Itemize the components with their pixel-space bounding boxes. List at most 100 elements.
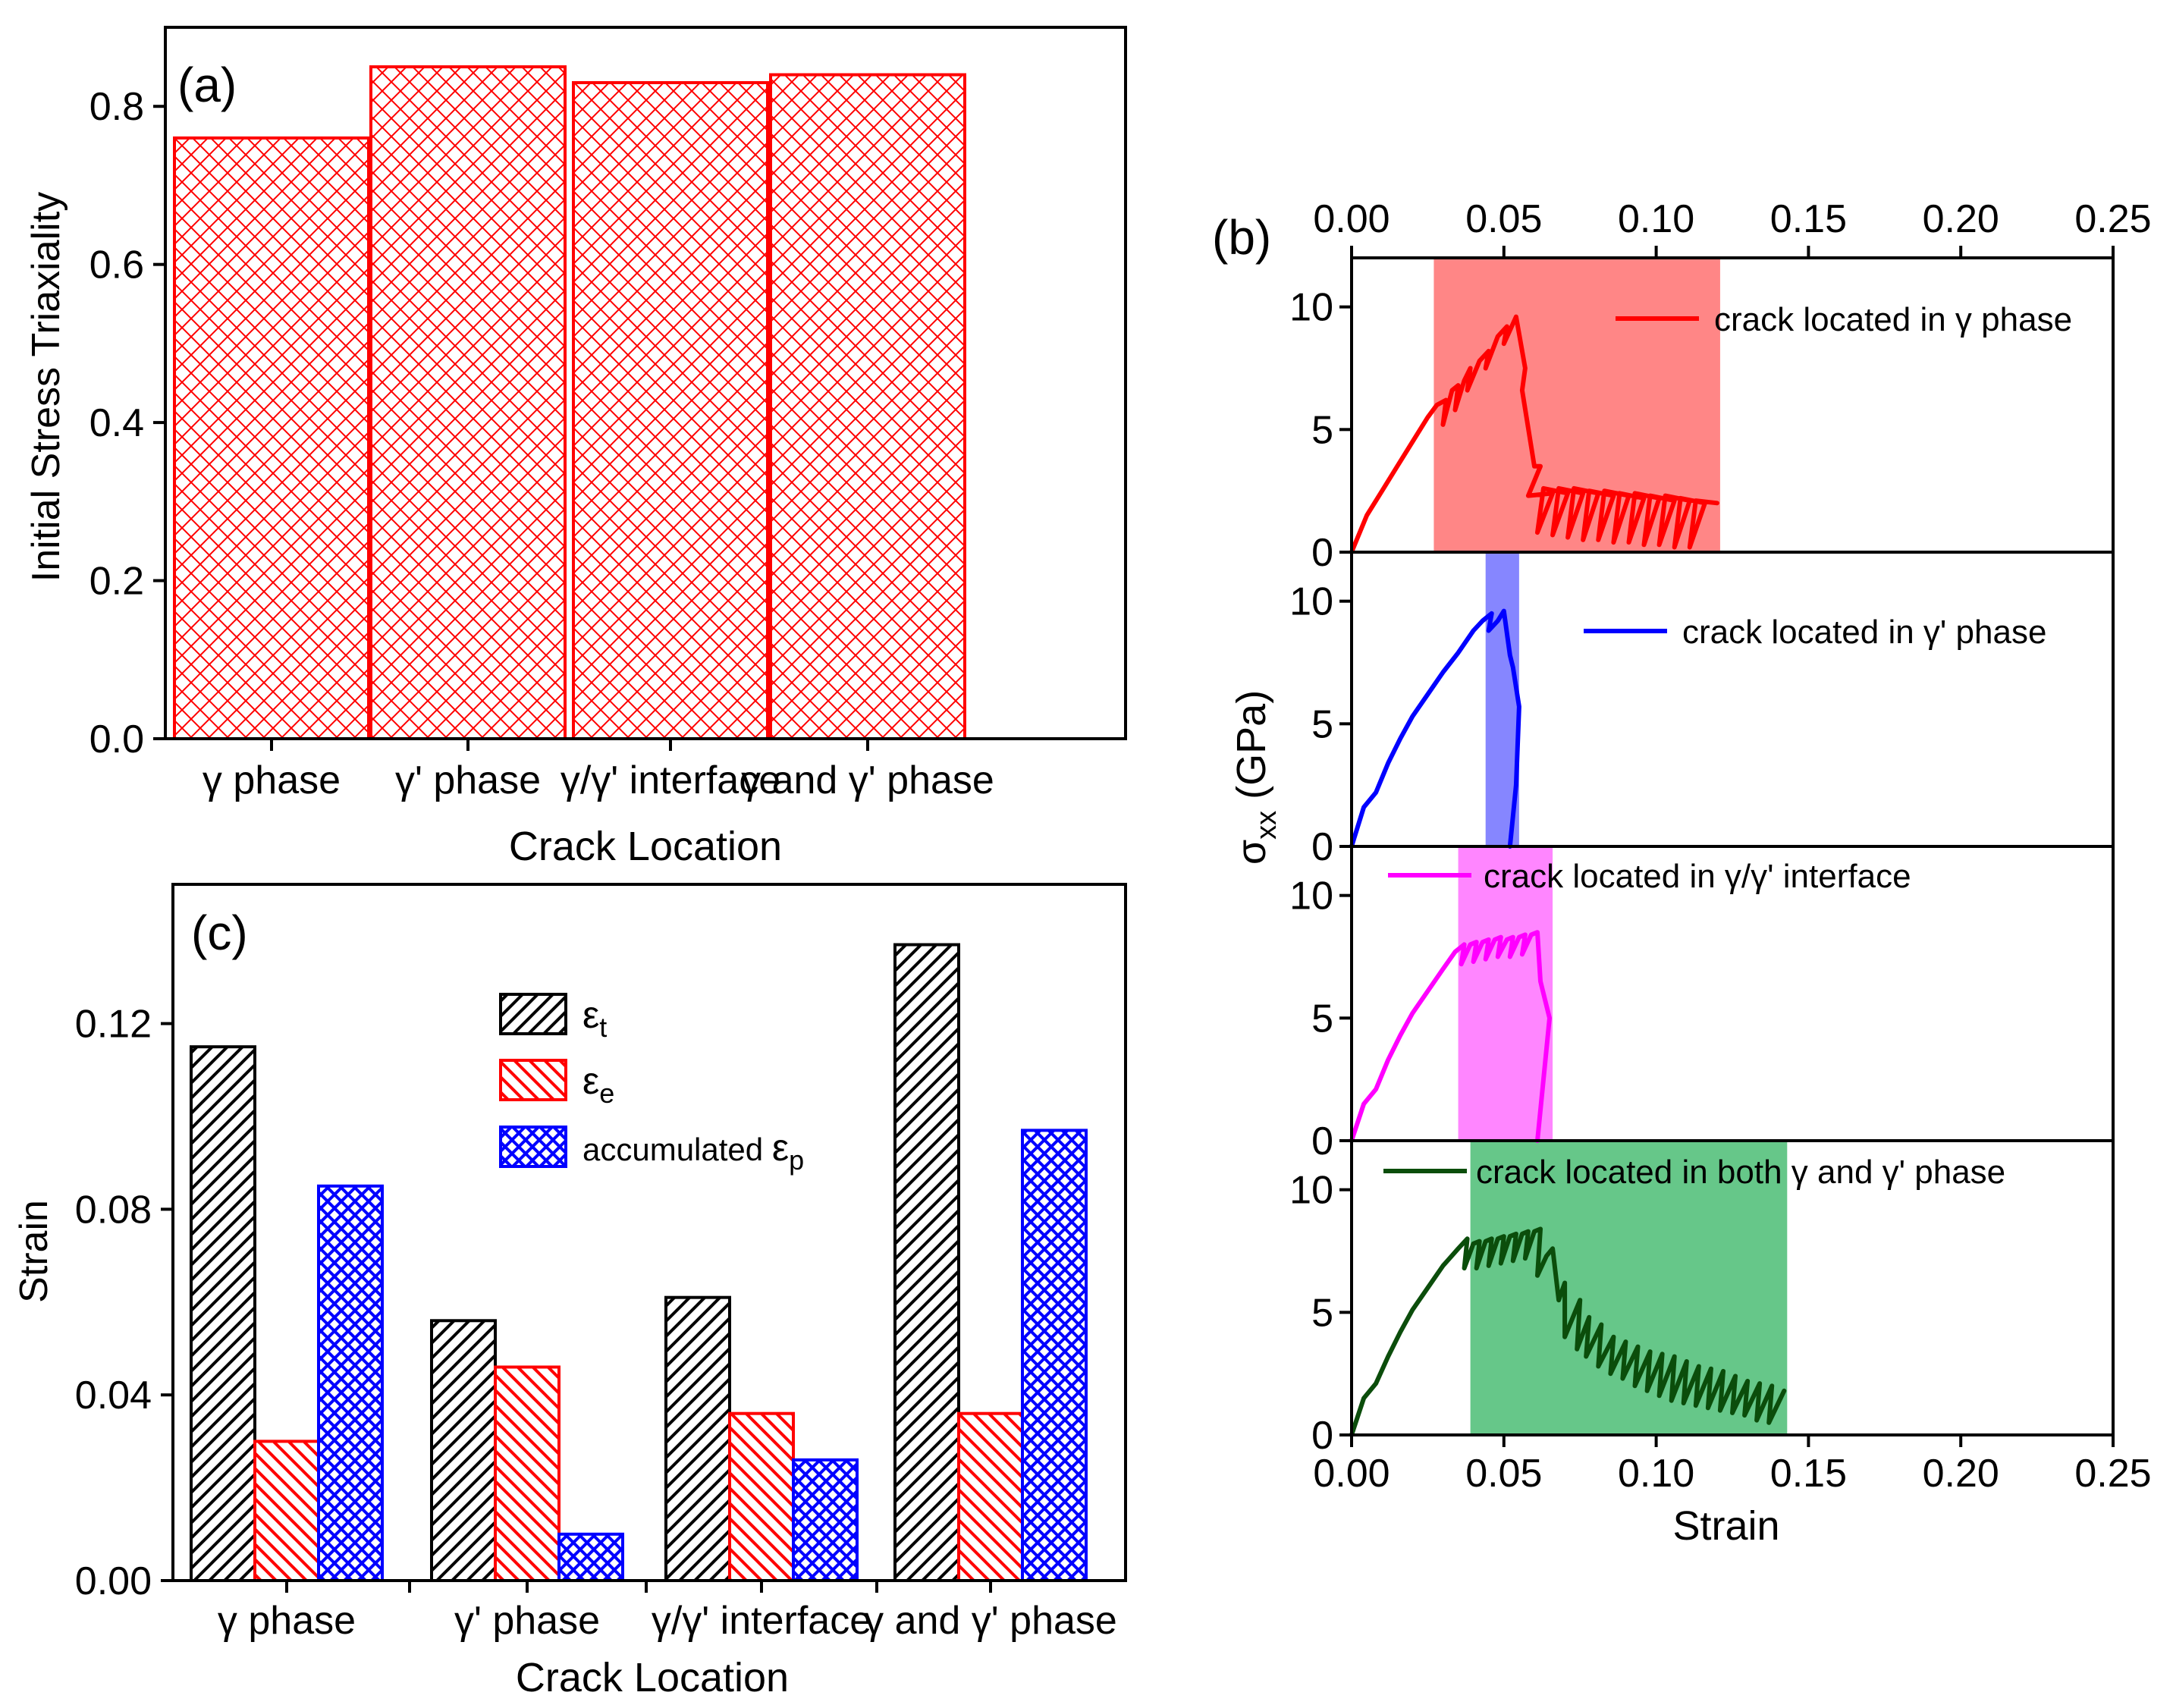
legend-et-sub: t	[599, 1012, 607, 1043]
b-ytick-label: 10	[1289, 874, 1333, 918]
legend-ee-base: ε	[583, 1060, 599, 1102]
bar-c-et-phase	[430, 1319, 497, 1583]
legend-swatch-ep	[499, 1126, 567, 1168]
legend-label-et: εt	[583, 994, 607, 1043]
b-ytick-label: 10	[1289, 580, 1333, 624]
panel-a-y-axis-title: Initial Stress Triaxiality	[24, 192, 68, 582]
legend-label-crack-located-in-phase: crack located in γ' phase	[1682, 614, 2046, 651]
panel-c: 0.00 0.04 0.08 0.12 γ phase γ' phase γ/γ' int…	[12, 883, 1127, 1700]
bar-c-ee-interface	[728, 1411, 795, 1583]
bar-a-phase	[173, 136, 370, 740]
bar-c-ep-phase	[557, 1532, 624, 1583]
legend-label-ee: εe	[583, 1060, 614, 1109]
b-ytick-label: 5	[1311, 997, 1333, 1041]
legend-ep-prefix: accumulated	[583, 1132, 772, 1167]
b-xtick-top-label: 0.15	[1770, 197, 1847, 241]
panel-a-frame	[164, 26, 1127, 740]
a-xtick-label: γ' phase	[395, 758, 541, 802]
b-subplot-frame-4	[1350, 1139, 2115, 1436]
b-xtick-bottom-label: 0.20	[1923, 1452, 1999, 1496]
bar-c-ep-interface	[792, 1458, 859, 1582]
bar-c-ee-phase	[494, 1365, 561, 1582]
panel-a-y-ticks: 0.0 0.2 0.4 0.6 0.8	[89, 85, 165, 761]
legend-label-crack-located-in-phase: crack located in γ phase	[1714, 301, 2072, 338]
legend-swatch-ee	[499, 1059, 567, 1101]
legend-ep-sub: p	[789, 1144, 804, 1176]
panel-c-y-ticks: 0.00 0.04 0.08 0.12	[75, 1003, 173, 1603]
b-ytick-label: 0	[1311, 1414, 1333, 1458]
panel-c-legend: εt εe accumulated εp	[499, 993, 804, 1176]
panel-b-highlight-bands	[1433, 258, 1788, 1435]
panel-b-curves	[1349, 314, 1787, 1437]
a-xtick-label: γ phase	[203, 758, 341, 802]
panel-a-bars	[173, 65, 966, 741]
b-xtick-bottom-label: 0.00	[1313, 1452, 1390, 1496]
legend-label-ep: accumulated εp	[583, 1126, 804, 1176]
c-ytick-label: 0.04	[75, 1374, 152, 1418]
c-ytick-label: 0.08	[75, 1188, 152, 1232]
b-xtick-top-label: 0.20	[1923, 197, 1999, 241]
legend-et-base: ε	[583, 994, 599, 1036]
bar-c-ee-and-phase	[957, 1411, 1024, 1583]
a-ytick-label: 0.4	[89, 401, 144, 445]
b-ytick-label: 0	[1311, 531, 1333, 575]
bar-c-et-interface	[664, 1295, 731, 1583]
b-xtick-top-label: 0.00	[1313, 197, 1390, 241]
bar-c-et-and-phase	[893, 943, 960, 1583]
curve-crack-located-in-phase	[1349, 314, 1719, 554]
panel-c-bars	[190, 943, 1088, 1583]
c-xtick-label: γ phase	[218, 1599, 356, 1643]
bar-a-phase	[369, 65, 567, 741]
bar-c-ep-and-phase	[1021, 1129, 1088, 1582]
panel-a-label: (a)	[177, 58, 237, 112]
panel-b-y-ticks: 0 5 10 0 5 10 0 5 10 0 5 10	[1289, 286, 1352, 1458]
b-ytick-label: 5	[1311, 408, 1333, 452]
panel-c-label: (c)	[191, 906, 248, 960]
legend-swatch-et	[499, 993, 567, 1035]
curve-crack-located-in-both-and-phase	[1349, 1226, 1787, 1437]
b-xtick-top-label: 0.05	[1465, 197, 1542, 241]
legend-label-crack-located-in-interface: crack located in γ/γ' interface	[1484, 858, 1911, 895]
b-xtick-bottom-label: 0.25	[2074, 1452, 2151, 1496]
c-ytick-label: 0.00	[75, 1559, 152, 1603]
panel-a-x-axis-title: Crack Location	[509, 824, 782, 869]
c-ytick-label: 0.12	[75, 1003, 152, 1047]
legend-ep-base: ε	[772, 1126, 789, 1169]
b-ytick-label: 10	[1289, 286, 1333, 330]
panel-a: 0.0 0.2 0.4 0.6 0.8 γ phase γ' phase γ/γ' inte…	[24, 26, 1127, 869]
a-ytick-label: 0.6	[89, 243, 144, 287]
legend-ee-sub: e	[599, 1078, 614, 1109]
b-ytick-label: 5	[1311, 1291, 1333, 1335]
panel-b-x-ticks: 0.00 0.00 0.05 0.05 0.10 0.10 0.15 0.15 0.20 0.20…	[1313, 197, 2151, 1496]
bar-c-ee-phase	[253, 1440, 320, 1583]
panel-b-y-axis-title: σxx (GPa)	[1229, 690, 1283, 865]
bar-a-and-phase	[769, 73, 966, 741]
b-xtick-bottom-label: 0.05	[1465, 1452, 1542, 1496]
b-ytick-label: 0	[1311, 825, 1333, 869]
a-xtick-label: γ and γ' phase	[741, 758, 994, 802]
panel-c-x-axis-title: Crack Location	[516, 1655, 789, 1700]
b-subplot-frame-2	[1350, 551, 2115, 848]
panel-b-label: (b)	[1212, 210, 1271, 265]
b-ytick-label: 5	[1311, 702, 1333, 746]
panel-b: 0 5 10 0 5 10 0 5 10 0 5 10 0.00 0.00 0.05 0.05 0.10 0.1…	[1212, 197, 2152, 1549]
b-xtick-top-label: 0.10	[1618, 197, 1694, 241]
c-xtick-label: γ' phase	[454, 1599, 600, 1643]
b-xtick-bottom-label: 0.10	[1618, 1452, 1694, 1496]
panel-b-subplot-frames	[1350, 256, 2115, 1436]
b-xtick-top-label: 0.25	[2074, 197, 2151, 241]
c-xtick-label: γ/γ' interface	[652, 1599, 871, 1643]
a-ytick-label: 0.2	[89, 560, 144, 604]
bar-a-interface	[572, 80, 769, 740]
bar-c-et-phase	[190, 1045, 256, 1582]
panel-b-legends: crack located in γ phase crack located in…	[1383, 301, 2072, 1191]
a-xtick-label: γ/γ' interface	[561, 758, 780, 802]
b-xtick-bottom-label: 0.15	[1770, 1452, 1847, 1496]
curve-crack-located-in-interface	[1349, 930, 1552, 1143]
a-ytick-label: 0.8	[89, 85, 144, 129]
bar-c-ep-phase	[317, 1184, 384, 1583]
b-ytick-label: 10	[1289, 1169, 1333, 1213]
